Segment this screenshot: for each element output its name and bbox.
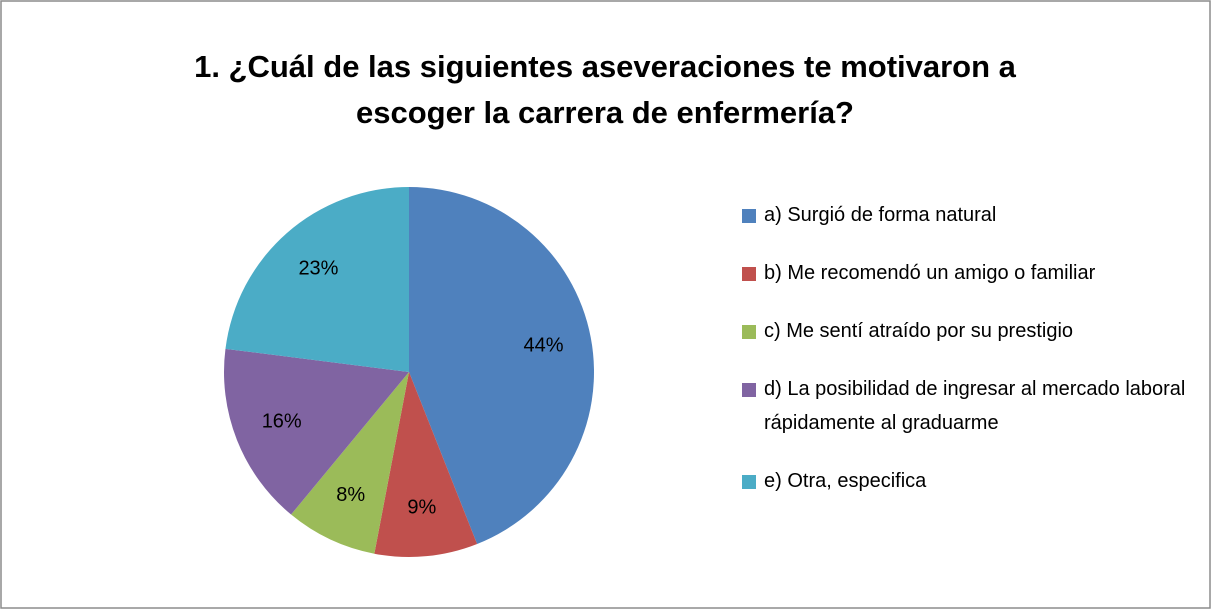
legend-item: a) Surgió de forma natural: [740, 198, 1200, 232]
legend-item: e) Otra, especifica: [740, 464, 1200, 498]
pie-slice: [224, 348, 409, 515]
data-label: 8%: [336, 484, 365, 506]
pie-slice: [225, 187, 409, 372]
pie-slice: [409, 187, 595, 545]
data-label: 23%: [298, 258, 338, 280]
legend-label: e) Otra, especifica: [764, 470, 927, 492]
legend-swatch: [742, 383, 756, 397]
pie-slice: [374, 372, 478, 557]
legend-item: d) La posibilidad de ingresar al mercado…: [740, 372, 1200, 440]
legend-item: c) Me sentí atraído por su prestigio: [740, 314, 1200, 348]
data-label: 9%: [407, 497, 436, 519]
legend-swatch: [742, 325, 756, 339]
legend-label: b) Me recomendó un amigo o familiar: [764, 262, 1096, 284]
legend: a) Surgió de forma natural b) Me recomend…: [740, 198, 1200, 522]
chart-title: 1. ¿Cuál de las siguientes aseveraciones…: [194, 49, 1016, 130]
pie-slice: [291, 372, 409, 554]
legend-label: d) La posibilidad de ingresar al mercado…: [764, 378, 1186, 434]
data-label: 44%: [523, 335, 563, 357]
legend-label: a) Surgió de forma natural: [764, 204, 997, 226]
legend-item: b) Me recomendó un amigo o familiar: [740, 256, 1200, 290]
legend-swatch: [742, 475, 756, 489]
legend-swatch: [742, 209, 756, 223]
legend-swatch: [742, 267, 756, 281]
legend-label: c) Me sentí atraído por su prestigio: [764, 320, 1074, 342]
data-label: 16%: [262, 411, 302, 433]
